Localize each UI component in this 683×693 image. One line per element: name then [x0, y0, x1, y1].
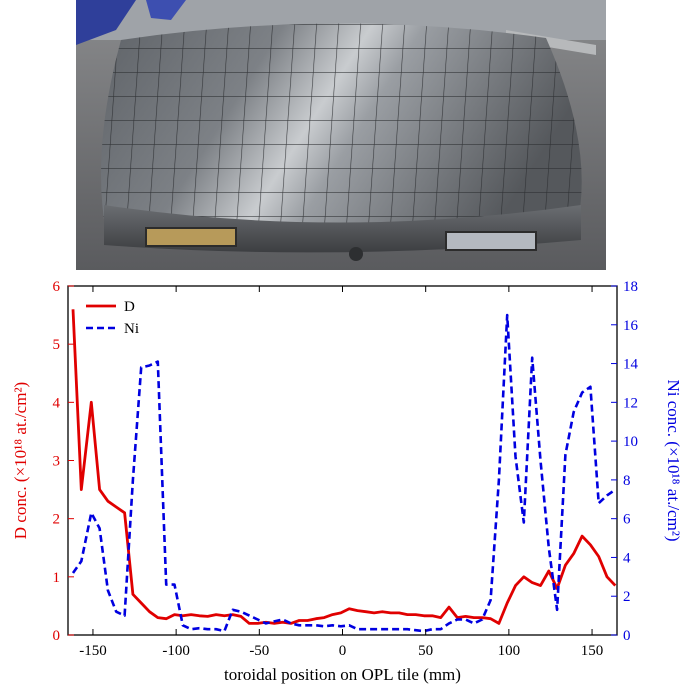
y-tick-label-right: 14 [623, 357, 639, 373]
series-line-ni [71, 313, 617, 633]
chart: -150 -100 -50 0 50 100 15001234560246810121416… [11, 279, 683, 684]
y-tick-label-right: 18 [623, 279, 638, 295]
x-axis-label: toroidal position on OPL tile (mm) [224, 665, 461, 684]
y-tick-label-right: 12 [623, 395, 638, 411]
y-axis-label-right: Ni conc. (×10¹⁸ at./cm²) [664, 379, 683, 541]
x-tick-label: -100 [162, 643, 190, 659]
y-axis-label-left: D conc. (×10¹⁸ at./cm²) [11, 382, 30, 539]
y-tick-label-left: 3 [53, 454, 61, 470]
y-tick-label-right: 16 [623, 318, 639, 334]
x-tick-label: 0 [339, 643, 347, 659]
y-tick-label-right: 6 [623, 512, 631, 528]
y-tick-label-right: 2 [623, 589, 631, 605]
y-tick-label-right: 0 [623, 628, 631, 644]
y-tick-label-right: 4 [623, 550, 631, 566]
legend-label-d: D [124, 299, 135, 315]
tile-photo [76, 0, 606, 270]
x-tick-label: -50 [249, 643, 269, 659]
legend: D Ni [86, 299, 139, 337]
y-tick-label-left: 2 [53, 512, 61, 528]
y-tick-label-left: 5 [53, 337, 61, 353]
x-tick-label: 150 [581, 643, 604, 659]
y-tick-label-right: 10 [623, 434, 638, 450]
y-tick-label-left: 1 [53, 570, 61, 586]
y-tick-label-left: 6 [53, 279, 61, 295]
y-tick-label-left: 4 [53, 395, 61, 411]
x-tick-label: 50 [418, 643, 433, 659]
legend-label-ni: Ni [124, 321, 139, 337]
y-tick-label-right: 8 [623, 473, 631, 489]
blue-object [76, 0, 136, 45]
x-tick-label: 100 [498, 643, 521, 659]
x-tick-label: -150 [79, 643, 107, 659]
series-line-d [71, 309, 617, 625]
y-tick-label-left: 0 [53, 628, 61, 644]
